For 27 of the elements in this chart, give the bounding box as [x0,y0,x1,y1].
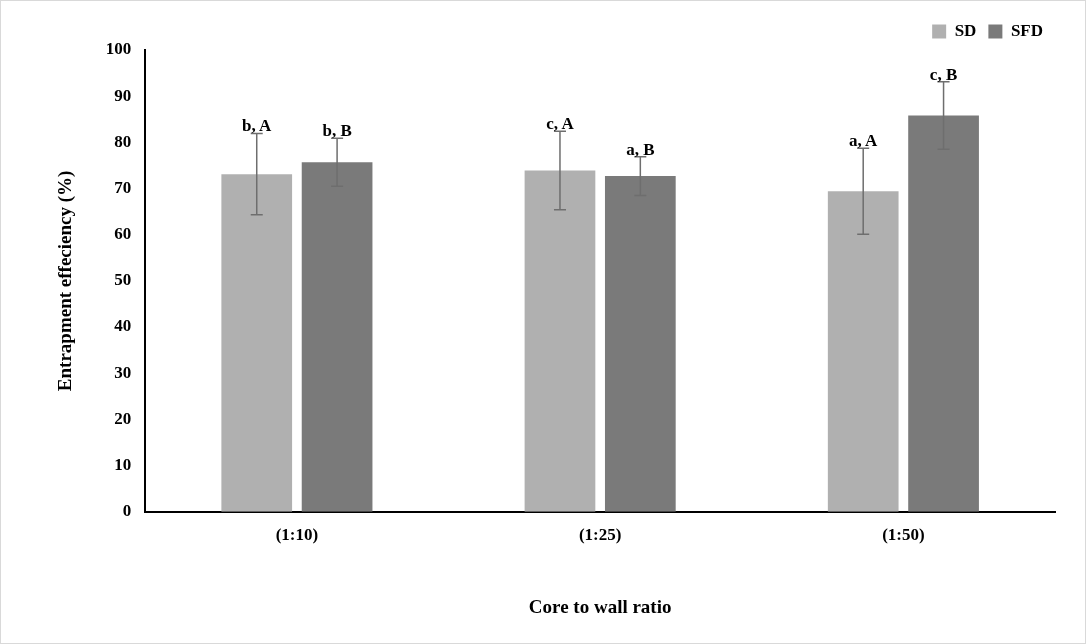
y-tick-label: 50 [114,270,132,290]
data-label: a, A [849,131,879,151]
y-tick-label: 30 [114,362,132,382]
y-tick-label: 100 [105,39,132,59]
y-axis-title: Entrapment effeciency (%) [54,170,77,392]
data-label: c, A [546,114,575,134]
legend-label: SFD [1010,20,1044,40]
y-tick-label: 20 [114,408,132,428]
y-tick-label: 80 [114,131,132,151]
x-axis-title: Core to wall ratio [528,595,672,617]
bar [524,170,596,512]
data-label: c, B [929,64,958,84]
y-tick-label: 60 [114,224,132,244]
data-label: a, B [626,139,655,159]
x-tick-label: (1:10) [275,525,319,545]
y-tick-label: 70 [114,177,132,197]
data-label: b, B [322,121,352,141]
y-tick-label: 0 [122,501,132,521]
y-tick-label: 90 [114,85,132,105]
bar [221,174,293,512]
bar [827,191,899,512]
legend-label: SD [954,20,977,40]
y-tick-label: 40 [114,316,132,336]
x-tick-label: (1:50) [882,525,925,545]
y-tick-label: 10 [114,455,132,475]
data-label: b, A [242,116,273,136]
x-tick-label: (1:25) [578,525,622,545]
